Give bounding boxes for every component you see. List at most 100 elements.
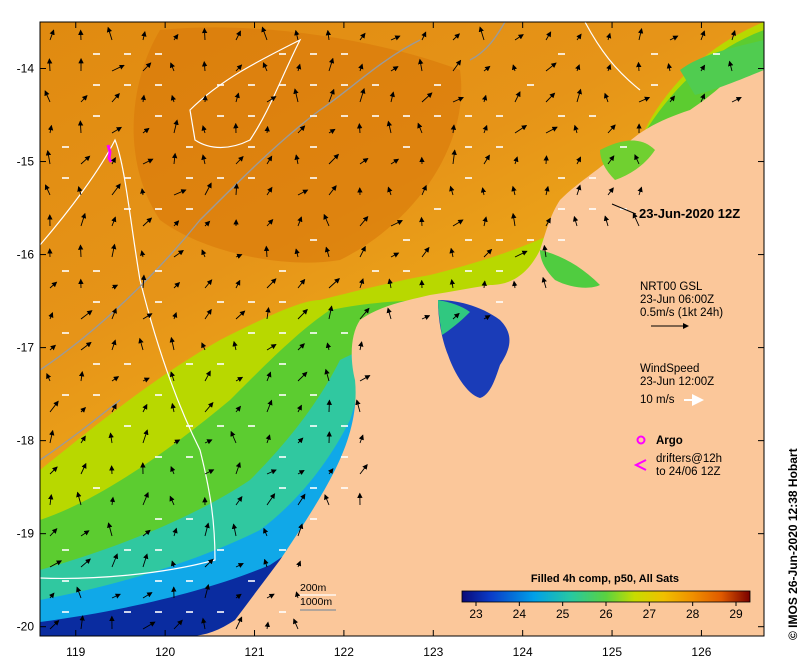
current-arrow-icon: [235, 563, 244, 568]
current-arrow-icon: [80, 94, 88, 103]
current-arrow-icon: [142, 529, 151, 537]
current-arrow-icon: [142, 313, 153, 320]
current-arrow-icon: [390, 158, 400, 165]
current-arrow-icon: [390, 66, 399, 72]
current-arrow-icon: [328, 153, 340, 165]
current-arrow-icon: [231, 523, 238, 537]
current-arrow-icon: [296, 63, 302, 72]
current-arrow-icon: [142, 403, 148, 413]
current-arrow-icon: [607, 155, 615, 165]
current-arrow-icon: [452, 312, 460, 320]
current-arrow-icon: [173, 33, 179, 41]
current-arrow-icon: [451, 149, 457, 165]
current-arrow-icon: [77, 244, 84, 258]
current-arrow-icon: [483, 315, 491, 321]
y-tick-label: -15: [17, 155, 35, 169]
colorbar-title: Filled 4h comp, p50, All Sats: [531, 573, 679, 585]
current-arrow-icon: [480, 187, 487, 196]
current-arrow-icon: [235, 64, 243, 72]
y-tick-label: -19: [17, 527, 35, 541]
current-arrow-icon: [263, 558, 269, 568]
current-arrow-icon: [138, 337, 144, 351]
current-arrow-icon: [328, 305, 334, 320]
current-arrow-icon: [603, 215, 610, 227]
current-arrow-icon: [297, 216, 303, 227]
current-arrow-icon: [142, 429, 149, 444]
current-arrow-icon: [452, 59, 462, 72]
current-arrow-icon: [264, 621, 271, 630]
current-arrow-icon: [169, 336, 175, 351]
current-arrow-icon: [544, 185, 550, 196]
current-arrow-icon: [637, 186, 643, 196]
current-arrow-icon: [359, 215, 369, 227]
current-arrow-icon: [80, 341, 92, 351]
current-arrow-icon: [359, 32, 366, 41]
current-arrow-icon: [49, 466, 58, 475]
current-arrow-icon: [478, 26, 485, 41]
current-arrow-icon: [607, 187, 614, 196]
current-arrow-icon: [79, 615, 85, 630]
current-arrow-icon: [78, 370, 85, 382]
current-arrow-icon: [141, 31, 147, 41]
current-arrow-icon: [731, 97, 742, 103]
current-arrow-icon: [44, 184, 51, 196]
current-arrow-icon: [452, 33, 461, 41]
current-arrow-icon: [297, 371, 308, 382]
current-arrow-icon: [359, 463, 368, 475]
colorbar-tick-label: 27: [643, 607, 657, 621]
current-arrow-icon: [324, 246, 331, 258]
current-arrow-icon: [142, 592, 153, 599]
current-arrow-icon: [511, 212, 517, 227]
current-arrow-icon: [111, 183, 121, 196]
current-arrow-icon: [296, 560, 302, 568]
current-arrow-icon: [263, 527, 269, 537]
current-arrow-icon: [482, 216, 488, 227]
current-arrow-icon: [142, 491, 149, 506]
current-arrow-icon: [266, 469, 277, 475]
x-tick-label: 123: [423, 645, 443, 659]
current-arrow-icon: [111, 593, 121, 599]
current-arrow-icon: [204, 220, 211, 227]
current-arrow-icon: [110, 157, 116, 165]
current-arrow-icon: [325, 29, 332, 41]
argo-legend: Argo drifters@12h to 24/06 12Z: [633, 435, 722, 478]
current-arrow-icon: [173, 220, 180, 227]
current-arrow-icon: [266, 593, 275, 599]
current-arrow-icon: [324, 368, 330, 382]
current-arrow-icon: [293, 88, 299, 103]
current-arrow-icon: [235, 461, 241, 475]
current-arrow-icon: [107, 522, 113, 537]
current-arrow-icon: [669, 95, 676, 103]
current-arrow-icon: [169, 371, 176, 382]
current-arrow-icon: [482, 124, 488, 134]
current-arrow-icon: [204, 308, 212, 320]
current-arrow-icon: [421, 246, 430, 258]
current-arrow-icon: [545, 62, 557, 72]
current-arrow-icon: [359, 157, 369, 165]
current-arrow-icon: [573, 124, 579, 134]
current-arrow-icon: [390, 35, 401, 41]
current-arrow-icon: [172, 312, 178, 320]
y-tick-label: -14: [17, 62, 35, 76]
current-arrow-icon: [49, 281, 58, 289]
current-arrow-icon: [173, 250, 184, 258]
current-arrow-icon: [111, 243, 117, 258]
current-arrow-icon: [297, 343, 305, 351]
current-arrow-icon: [390, 220, 403, 227]
current-arrow-icon: [545, 217, 551, 227]
current-arrow-icon: [80, 530, 90, 537]
y-tick-label: -17: [17, 341, 35, 355]
current-arrow-icon: [204, 182, 212, 196]
current-arrow-icon: [359, 245, 366, 258]
current-arrow-icon: [483, 248, 493, 258]
current-arrow-icon: [636, 61, 642, 72]
current-arrow-icon: [49, 620, 60, 630]
current-arrow-icon: [481, 94, 488, 103]
current-arrow-icon: [576, 33, 582, 41]
current-arrow-icon: [80, 212, 87, 227]
current-arrow-icon: [323, 213, 330, 227]
current-arrow-icon: [235, 376, 244, 382]
x-tick-label: 121: [245, 645, 265, 659]
current-arrow-icon: [235, 496, 243, 506]
current-arrow-icon: [142, 127, 150, 134]
